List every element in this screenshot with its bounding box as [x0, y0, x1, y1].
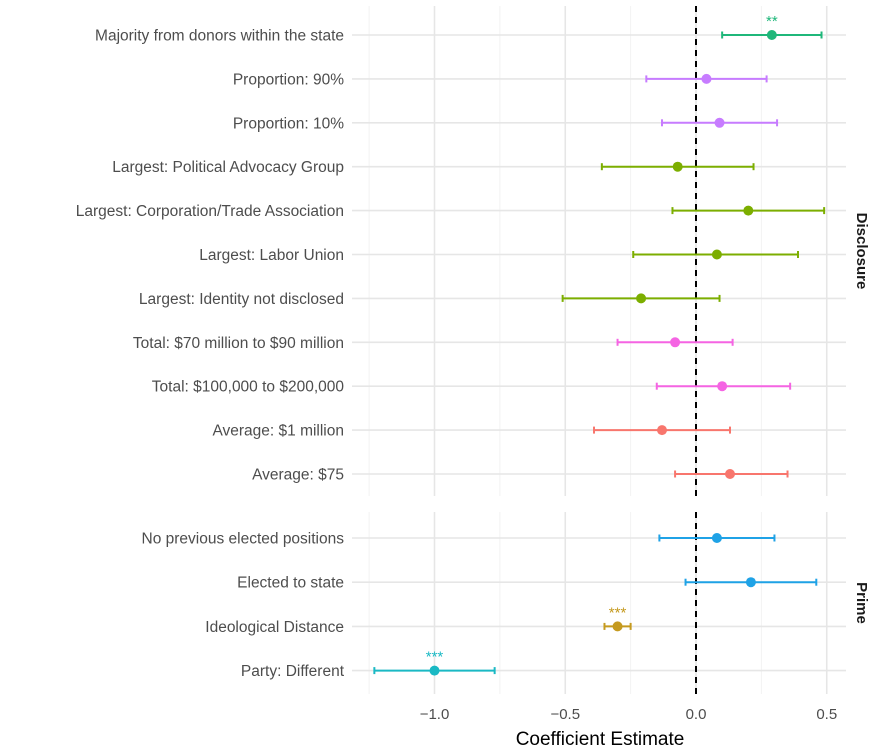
x-tick-label: 0.0 [686, 706, 707, 723]
x-tick-label: −1.0 [420, 706, 450, 723]
point-estimate [711, 249, 722, 260]
point-estimate [717, 381, 728, 392]
panel-background [352, 512, 846, 694]
category-label: Largest: Identity not disclosed [139, 291, 344, 308]
point-estimate [711, 533, 722, 543]
category-label: Proportion: 10% [233, 115, 344, 132]
category-label: Total: $70 million to $90 million [133, 335, 344, 352]
labels-layer: ** Majority from donors within the state P… [76, 13, 870, 723]
point-estimate [612, 621, 623, 632]
marks-layer [373, 30, 826, 676]
category-label: Elected to state [237, 575, 344, 592]
point-estimate [636, 293, 647, 304]
point-estimate [714, 117, 725, 128]
category-label: Average: $75 [252, 467, 344, 484]
point-estimate [745, 577, 756, 588]
facet-label: Prime [853, 582, 870, 624]
point-estimate [701, 73, 712, 84]
facet-label: Disclosure [853, 213, 870, 290]
category-label: Total: $100,000 to $200,000 [152, 379, 345, 396]
significance-label: *** [609, 604, 627, 621]
category-label: No previous elected positions [142, 531, 345, 548]
point-estimate [743, 205, 754, 216]
x-tick-label: 0.5 [816, 706, 837, 723]
point-estimate [429, 665, 440, 676]
x-axis-title: Coefficient Estimate [516, 729, 685, 750]
category-label: Largest: Political Advocacy Group [112, 159, 344, 176]
x-tick-label: −0.5 [550, 706, 580, 723]
point-estimate [670, 337, 681, 348]
category-label: Ideological Distance [205, 619, 344, 636]
point-estimate [672, 161, 683, 172]
point-estimate [657, 425, 668, 436]
category-label: Proportion: 90% [233, 71, 344, 88]
category-label: Party: Different [241, 663, 345, 680]
category-label: Largest: Labor Union [199, 247, 344, 264]
category-label: Majority from donors within the state [95, 28, 344, 45]
grid-layer [352, 6, 846, 694]
significance-label: ** [766, 13, 778, 30]
category-label: Average: $1 million [212, 423, 344, 440]
significance-label: *** [426, 649, 444, 666]
point-estimate [724, 469, 735, 479]
point-estimate [766, 30, 777, 40]
category-label: Largest: Corporation/Trade Association [76, 203, 344, 220]
